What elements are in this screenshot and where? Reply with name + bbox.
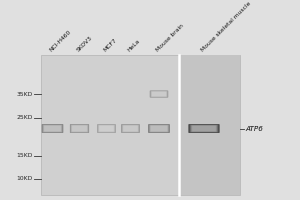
FancyBboxPatch shape <box>122 124 140 133</box>
FancyBboxPatch shape <box>150 125 168 132</box>
Text: SKOV3: SKOV3 <box>76 35 94 53</box>
FancyBboxPatch shape <box>151 91 167 97</box>
Text: 10KD: 10KD <box>16 176 32 181</box>
FancyBboxPatch shape <box>192 126 216 131</box>
Text: HeLa: HeLa <box>127 39 141 53</box>
FancyBboxPatch shape <box>123 126 138 132</box>
FancyBboxPatch shape <box>191 125 218 132</box>
FancyBboxPatch shape <box>70 124 89 133</box>
FancyBboxPatch shape <box>151 91 167 97</box>
FancyBboxPatch shape <box>148 124 170 133</box>
FancyBboxPatch shape <box>98 124 116 133</box>
Text: NCI-H460: NCI-H460 <box>49 29 73 53</box>
FancyBboxPatch shape <box>43 125 62 132</box>
FancyBboxPatch shape <box>188 124 220 133</box>
FancyBboxPatch shape <box>124 126 137 131</box>
FancyBboxPatch shape <box>44 126 61 132</box>
Text: 15KD: 15KD <box>16 153 32 158</box>
FancyBboxPatch shape <box>151 126 167 132</box>
FancyBboxPatch shape <box>72 126 87 131</box>
FancyBboxPatch shape <box>99 125 114 132</box>
FancyBboxPatch shape <box>72 126 87 132</box>
FancyBboxPatch shape <box>150 125 168 132</box>
FancyBboxPatch shape <box>42 124 63 133</box>
FancyBboxPatch shape <box>152 91 166 97</box>
FancyBboxPatch shape <box>122 125 139 132</box>
FancyBboxPatch shape <box>149 125 169 132</box>
FancyBboxPatch shape <box>44 125 62 132</box>
FancyBboxPatch shape <box>98 125 115 132</box>
Text: MCF7: MCF7 <box>103 38 118 53</box>
FancyBboxPatch shape <box>190 125 218 132</box>
FancyBboxPatch shape <box>150 91 168 98</box>
FancyBboxPatch shape <box>72 125 87 132</box>
FancyBboxPatch shape <box>97 124 116 133</box>
FancyBboxPatch shape <box>151 126 167 131</box>
FancyBboxPatch shape <box>192 126 216 132</box>
FancyBboxPatch shape <box>191 125 217 132</box>
Text: Mouse brain: Mouse brain <box>155 23 185 53</box>
FancyBboxPatch shape <box>43 125 62 132</box>
FancyBboxPatch shape <box>150 91 168 97</box>
FancyBboxPatch shape <box>122 125 139 132</box>
FancyBboxPatch shape <box>121 124 140 133</box>
FancyBboxPatch shape <box>149 125 169 132</box>
FancyBboxPatch shape <box>152 92 166 96</box>
Text: Mouse skeletal muscle: Mouse skeletal muscle <box>200 1 252 53</box>
FancyBboxPatch shape <box>98 125 115 132</box>
Bar <box>178 55 240 195</box>
Bar <box>40 55 240 195</box>
FancyBboxPatch shape <box>152 92 166 96</box>
Text: 25KD: 25KD <box>16 115 32 120</box>
FancyBboxPatch shape <box>99 126 114 132</box>
FancyBboxPatch shape <box>148 124 170 133</box>
FancyBboxPatch shape <box>42 124 63 133</box>
Text: 35KD: 35KD <box>16 92 32 97</box>
FancyBboxPatch shape <box>71 125 88 132</box>
FancyBboxPatch shape <box>98 125 115 132</box>
FancyBboxPatch shape <box>123 125 138 132</box>
FancyBboxPatch shape <box>70 125 88 132</box>
FancyBboxPatch shape <box>43 125 62 132</box>
FancyBboxPatch shape <box>71 125 88 132</box>
FancyBboxPatch shape <box>100 126 113 131</box>
FancyBboxPatch shape <box>189 124 219 133</box>
FancyBboxPatch shape <box>150 91 168 97</box>
FancyBboxPatch shape <box>70 124 89 133</box>
FancyBboxPatch shape <box>44 126 61 131</box>
FancyBboxPatch shape <box>122 125 139 132</box>
FancyBboxPatch shape <box>190 125 218 132</box>
Text: ATP6: ATP6 <box>245 126 263 132</box>
